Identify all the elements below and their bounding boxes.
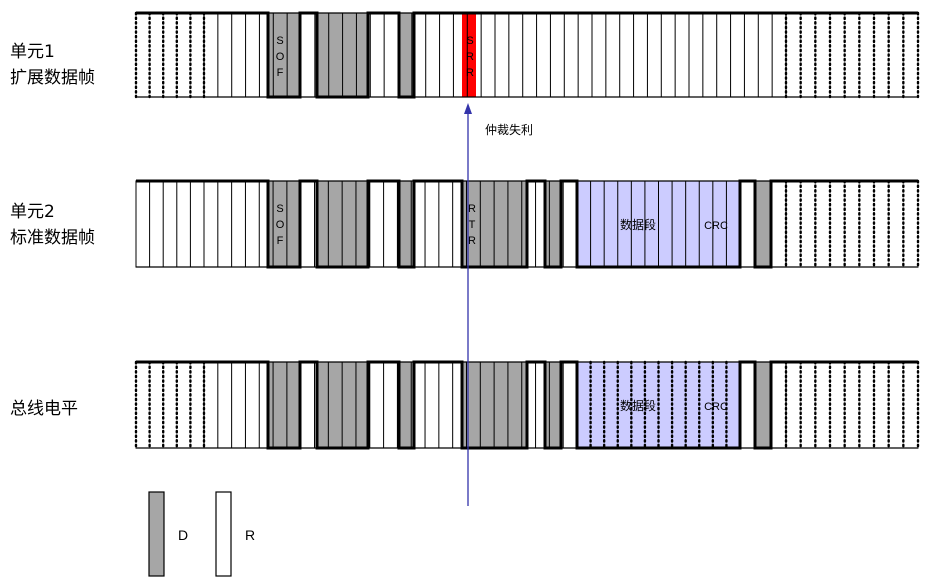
row3-waveform xyxy=(136,360,918,450)
row2-crc-label: CRC xyxy=(704,220,728,232)
row3-crc-label: CRC xyxy=(704,401,728,413)
row2-dominant-bit xyxy=(545,181,561,267)
row3-label-line1: 总线电平 xyxy=(10,399,78,419)
row2-label-line1: 单元2 xyxy=(10,202,55,222)
legend-recessive-swatch xyxy=(215,491,232,577)
row2-dominant-bit xyxy=(755,181,771,267)
row2-data-field-label: 数据段 xyxy=(620,217,656,232)
row1-sof-label: S xyxy=(276,35,283,47)
row1-label-line2: 扩展数据帧 xyxy=(10,68,95,88)
row1-sof-label: F xyxy=(277,67,284,79)
row1-label: 单元1 扩展数据帧 xyxy=(10,39,95,91)
row2-sof-label: S xyxy=(276,203,283,215)
row1-srr-label: S xyxy=(466,35,473,47)
row2-standard-frame: SOF RTR 数据段 CRC xyxy=(135,179,920,269)
row3-data-field-label: 数据段 xyxy=(620,398,656,413)
row1-sof-label: O xyxy=(276,51,285,63)
arbitration-arrow-head xyxy=(464,103,472,114)
row2-sof-label: O xyxy=(276,219,285,231)
row1-srr-bit xyxy=(462,13,476,97)
arbitration-lost-label: 仲裁失利 xyxy=(485,122,533,137)
row3-dominant-bit xyxy=(755,362,771,448)
row1-label-line1: 单元1 xyxy=(10,42,55,62)
row2-rtr-label: R xyxy=(468,235,476,247)
row2-label: 单元2 标准数据帧 xyxy=(10,199,95,251)
row3-dominant-bit xyxy=(545,362,561,448)
row1-srr-label: R xyxy=(466,67,474,79)
legend-dominant-swatch xyxy=(148,491,165,577)
row1-waveform xyxy=(136,11,918,99)
legend-dominant-label: D xyxy=(178,527,189,543)
row3-label: 总线电平 xyxy=(10,396,78,422)
legend-recessive-label: R xyxy=(245,527,256,543)
row2-rtr-label: T xyxy=(469,219,476,231)
row2-sof-label: F xyxy=(277,235,284,247)
row1-dominant-bit xyxy=(399,13,414,97)
row2-dominant-bit xyxy=(399,181,414,267)
row2-waveform xyxy=(136,179,918,269)
row2-label-line2: 标准数据帧 xyxy=(10,228,95,248)
row3-bus-level: 数据段 CRC xyxy=(134,360,920,450)
row3-dominant-bit xyxy=(399,362,414,448)
row2-rtr-label: R xyxy=(468,203,476,215)
row1-srr-label: R xyxy=(466,51,474,63)
